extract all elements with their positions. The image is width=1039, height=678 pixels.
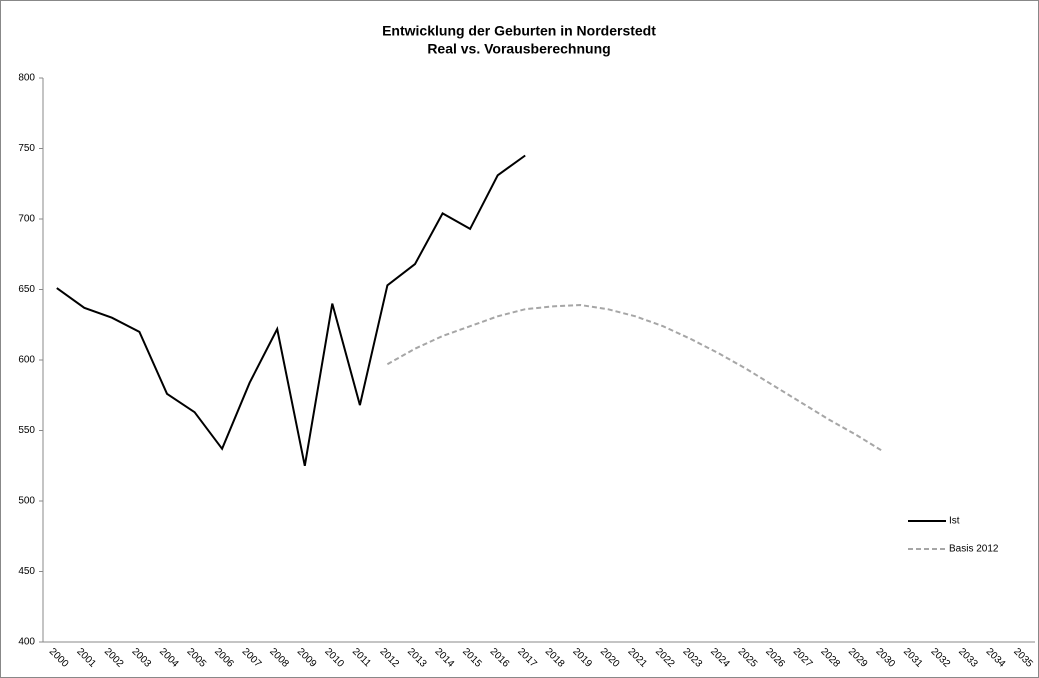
legend-label: Basis 2012 <box>949 544 999 555</box>
y-tick-label: 550 <box>18 425 35 436</box>
chart-subtitle: Real vs. Vorausberechnung <box>427 41 610 57</box>
y-tick-label: 750 <box>18 143 35 154</box>
y-tick-label: 700 <box>18 214 35 225</box>
y-tick-label: 400 <box>18 637 35 648</box>
legend-label: Ist <box>949 516 960 527</box>
y-tick-label: 450 <box>18 566 35 577</box>
y-tick-label: 600 <box>18 355 35 366</box>
series-line <box>56 154 526 466</box>
y-tick-label: 800 <box>18 73 35 84</box>
y-tick-label: 650 <box>18 284 35 295</box>
y-tick-label: 500 <box>18 496 35 507</box>
chart-title: Entwicklung der Geburten in Norderstedt <box>382 23 656 39</box>
series-line <box>386 303 884 453</box>
